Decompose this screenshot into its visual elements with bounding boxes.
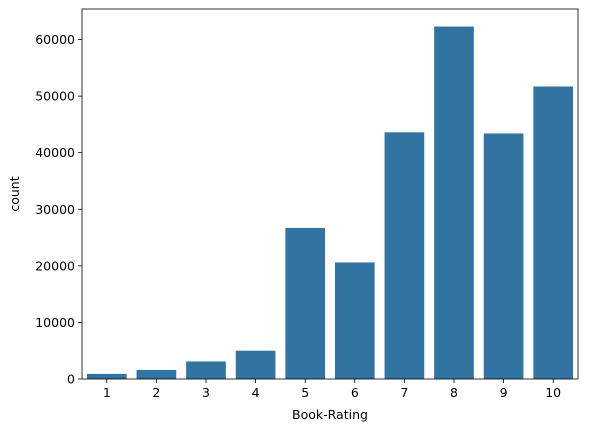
x-tick-label: 10: [545, 385, 561, 400]
y-tick-label: 30000: [35, 202, 75, 217]
y-tick-label: 0: [67, 372, 75, 387]
x-tick-label: 3: [202, 385, 210, 400]
bar-4: [235, 350, 276, 379]
plot-frame: [81, 8, 579, 380]
x-tick-label: 7: [400, 385, 408, 400]
x-tick-label: 8: [450, 385, 458, 400]
y-axis-label: count: [7, 176, 22, 211]
y-tick-label: 60000: [35, 32, 75, 47]
bar-10: [533, 86, 574, 379]
x-tick-label: 6: [351, 385, 359, 400]
y-tick-label: 20000: [35, 258, 75, 273]
bar-9: [483, 133, 524, 379]
y-tick-label: 50000: [35, 89, 75, 104]
y-tick-label: 10000: [35, 315, 75, 330]
bar-7: [384, 132, 425, 379]
bar-1: [86, 373, 127, 379]
bar-8: [434, 26, 474, 379]
y-tick-label: 40000: [35, 145, 75, 160]
x-tick-label: 9: [500, 385, 508, 400]
x-tick-label: 1: [103, 385, 111, 400]
bar-2: [136, 369, 177, 379]
x-axis-ticks: 1 2 3 4 5 6 7 8 9 10: [103, 379, 561, 400]
y-axis-ticks: 0 10000 20000 30000 40000 50000 60000: [35, 32, 82, 387]
bar-5: [285, 227, 326, 379]
bars-group: [86, 26, 574, 379]
bar-6: [334, 262, 375, 379]
x-tick-label: 4: [252, 385, 260, 400]
bar-3: [186, 361, 226, 379]
x-axis-label: Book-Rating: [292, 407, 368, 422]
x-tick-label: 2: [152, 385, 160, 400]
x-tick-label: 5: [301, 385, 309, 400]
